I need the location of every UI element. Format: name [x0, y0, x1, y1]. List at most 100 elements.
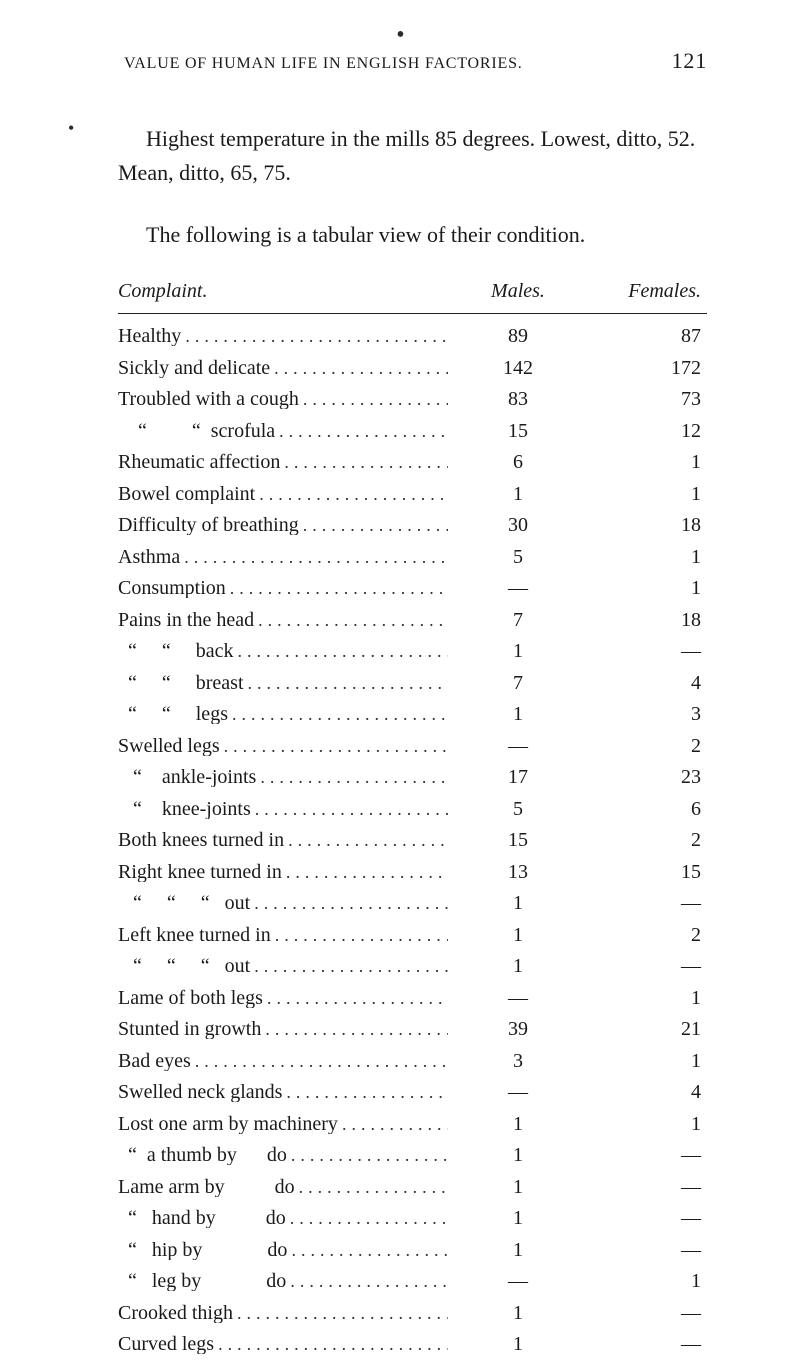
table-cell-complaint: “ “ “ out: [118, 893, 448, 913]
table-row: Curved legs1—: [118, 1334, 707, 1354]
dot-leader: [280, 453, 448, 471]
table-cell-complaint: “ hip by do: [118, 1240, 448, 1260]
table-cell-males: 1: [448, 1334, 588, 1354]
table-cell-males: 142: [448, 358, 588, 378]
complaint-label: Crooked thigh: [118, 1303, 233, 1323]
complaint-label: “ “ back: [118, 641, 234, 661]
table-cell-females: 1: [588, 1051, 707, 1071]
table-cell-males: 1: [448, 1177, 588, 1197]
table-header-complaint: Complaint.: [118, 280, 448, 303]
table-cell-females: —: [588, 956, 707, 976]
complaint-label: Right knee turned in: [118, 862, 282, 882]
table-cell-complaint: “ “ breast: [118, 673, 448, 693]
table-cell-complaint: “ “ scrofula: [118, 421, 448, 441]
complaint-label: “ hand by do: [118, 1208, 286, 1228]
table-body: Healthy8987Sickly and delicate142172Trou…: [118, 326, 707, 1354]
table-cell-females: —: [588, 641, 707, 661]
complaint-label: “ hip by do: [118, 1240, 287, 1260]
table-row: Difficulty of breathing3018: [118, 515, 707, 535]
table-row: “ “ “ out1—: [118, 956, 707, 976]
table-cell-complaint: Left knee turned in: [118, 925, 448, 945]
dot-leader: [233, 1304, 448, 1322]
table-row: Bowel complaint11: [118, 484, 707, 504]
table-cell-males: 1: [448, 893, 588, 913]
complaint-label: “ knee-joints: [118, 799, 251, 819]
table-cell-complaint: “ a thumb by do: [118, 1145, 448, 1165]
table-row: “ “ back 1—: [118, 641, 707, 661]
dot-leader: [263, 989, 448, 1007]
complaint-label: “ leg by do: [118, 1271, 286, 1291]
dot-leader: [275, 422, 448, 440]
complaint-label: “ “ legs: [118, 704, 228, 724]
dot-leader: [254, 611, 448, 629]
table-cell-females: —: [588, 1240, 707, 1260]
table-cell-complaint: Swelled legs: [118, 736, 448, 756]
table-row: Bad eyes31: [118, 1051, 707, 1071]
table-cell-females: 1: [588, 1271, 707, 1291]
dot-leader: [244, 674, 448, 692]
table-cell-complaint: “ ankle-joints: [118, 767, 448, 787]
table-row: “ hand by do1—: [118, 1208, 707, 1228]
table-cell-complaint: Sickly and delicate: [118, 358, 448, 378]
table-cell-females: 4: [588, 1082, 707, 1102]
table-cell-males: 1: [448, 704, 588, 724]
dot-leader: [287, 1146, 448, 1164]
complaint-label: Both knees turned in: [118, 830, 284, 850]
complaint-label: Left knee turned in: [118, 925, 271, 945]
complaint-label: Swelled legs: [118, 736, 220, 756]
dot-leader: [228, 705, 448, 723]
dot-leader: [181, 327, 448, 345]
dot-leader: [226, 579, 448, 597]
paragraph-1: Highest temperature in the mills 85 degr…: [118, 122, 707, 190]
table-cell-complaint: “ “ back: [118, 641, 448, 661]
table-row: Healthy8987: [118, 326, 707, 346]
table-row: Left knee turned in12: [118, 925, 707, 945]
table-row: Pains in the head718: [118, 610, 707, 630]
table-cell-complaint: Lost one arm by machinery: [118, 1114, 448, 1134]
dot-leader: [286, 1272, 448, 1290]
table-cell-males: 1: [448, 1114, 588, 1134]
dot-leader: [338, 1115, 448, 1133]
page: • • VALUE OF HUMAN LIFE IN ENGLISH FACTO…: [0, 0, 801, 1362]
table-header-females: Females.: [588, 280, 707, 303]
table-row: Rheumatic affection61: [118, 452, 707, 472]
table-cell-males: 1: [448, 641, 588, 661]
complaint-label: Lame arm by do: [118, 1177, 295, 1197]
dot-leader: [234, 642, 448, 660]
complaint-label: “ “ breast: [118, 673, 244, 693]
complaint-label: “ ankle-joints: [118, 767, 256, 787]
table-row: “ “ scrofula1512: [118, 421, 707, 441]
complaint-label: Stunted in growth: [118, 1019, 261, 1039]
table-cell-complaint: “ hand by do: [118, 1208, 448, 1228]
dot-leader: [287, 1241, 448, 1259]
dot-leader: [286, 1209, 448, 1227]
table-cell-complaint: Asthma: [118, 547, 448, 567]
dot-leader: [220, 737, 448, 755]
table-cell-males: —: [448, 736, 588, 756]
table-cell-males: —: [448, 578, 588, 598]
table-cell-complaint: Bad eyes: [118, 1051, 448, 1071]
table-row: “ hip by do1—: [118, 1240, 707, 1260]
table-cell-males: 17: [448, 767, 588, 787]
table-cell-complaint: Difficulty of breathing: [118, 515, 448, 535]
table-header-males: Males.: [448, 280, 588, 303]
table-cell-males: 1: [448, 1208, 588, 1228]
table-row: Asthma51: [118, 547, 707, 567]
table-cell-males: 3: [448, 1051, 588, 1071]
table-row: “ leg by do—1: [118, 1271, 707, 1291]
table-row: Stunted in growth3921: [118, 1019, 707, 1039]
dot-leader: [255, 485, 448, 503]
table-row: Both knees turned in152: [118, 830, 707, 850]
dot-leader: [250, 894, 448, 912]
table-cell-males: 1: [448, 1303, 588, 1323]
table-cell-males: 7: [448, 673, 588, 693]
table-cell-complaint: Crooked thigh: [118, 1303, 448, 1323]
table-row: “ “ “ out1—: [118, 893, 707, 913]
table-cell-complaint: Lame arm by do: [118, 1177, 448, 1197]
table-row: Crooked thigh1—: [118, 1303, 707, 1323]
complaint-label: “ “ “ out: [118, 893, 250, 913]
table-cell-complaint: “ leg by do: [118, 1271, 448, 1291]
table-cell-males: —: [448, 988, 588, 1008]
top-dot-glyph: •: [396, 22, 404, 49]
left-dot-glyph: •: [68, 118, 74, 139]
